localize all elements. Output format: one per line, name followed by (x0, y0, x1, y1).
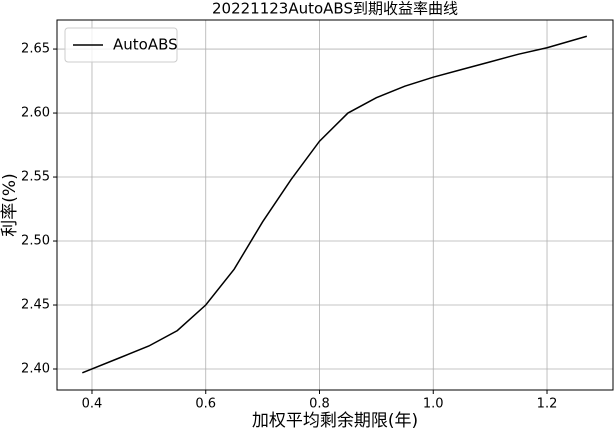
x-tick-label: 1.2 (537, 397, 558, 412)
x-tick-label: 0.6 (195, 397, 216, 412)
y-tick-label: 2.50 (21, 234, 50, 249)
legend-box (64, 27, 178, 63)
x-tick-label: 0.4 (82, 397, 103, 412)
x-tick-label: 0.8 (309, 397, 330, 412)
x-tick-label: 1.0 (423, 397, 444, 412)
legend-label: AutoABS (113, 36, 178, 54)
line-series (82, 35, 588, 374)
y-tick-label: 2.40 (21, 362, 50, 377)
x-axis-label: 加权平均剩余期限(年) (252, 411, 418, 430)
y-tick-label: 2.45 (21, 298, 50, 313)
plot-frame (56, 19, 614, 391)
y-tick-label: 2.55 (21, 170, 50, 185)
y-axis-label: 利率(%) (0, 173, 20, 236)
y-tick-label: 2.65 (21, 42, 50, 57)
chart-title: 20221123AutoABS到期收益率曲线 (212, 0, 458, 18)
y-tick-label: 2.60 (21, 106, 50, 121)
